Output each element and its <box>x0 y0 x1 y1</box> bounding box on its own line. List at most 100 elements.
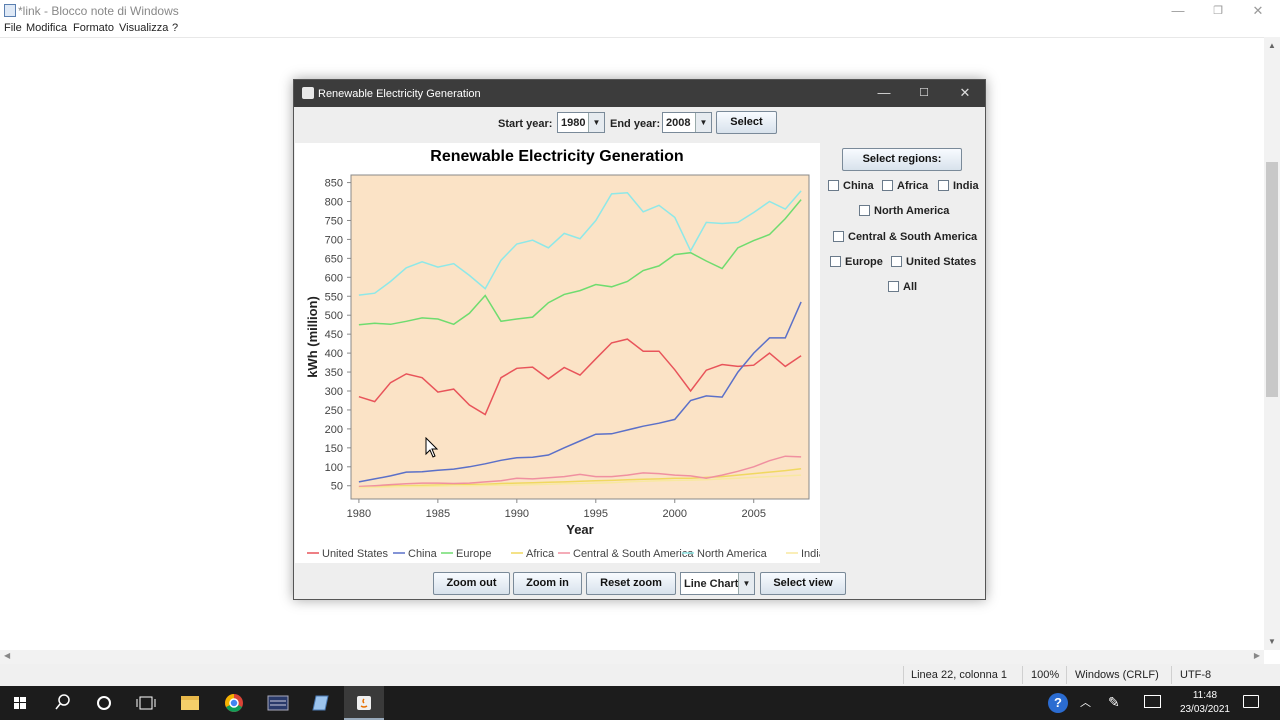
keyboard-icon[interactable] <box>1144 695 1161 708</box>
scroll-up-icon[interactable]: ▲ <box>1268 41 1276 50</box>
x-tick-label: 1985 <box>426 508 450 520</box>
scroll-left-icon[interactable]: ◀ <box>4 651 11 660</box>
file-explorer-icon[interactable] <box>170 686 210 720</box>
zoom-out-button[interactable]: Zoom out <box>433 572 510 595</box>
checkbox-label: Europe <box>845 256 883 268</box>
vertical-scrollbar[interactable]: ▲ ▼ <box>1264 37 1280 650</box>
start-year-value: 1980 <box>561 117 586 129</box>
help-icon[interactable]: ? <box>1048 693 1068 713</box>
select-years-button[interactable]: Select <box>716 111 777 134</box>
horizontal-scrollbar[interactable]: ◀ ▶ <box>0 650 1264 664</box>
series-line-europe <box>358 199 802 326</box>
chart-type-value: Line Chart <box>684 578 739 590</box>
scrollbar-thumb[interactable] <box>1266 162 1278 397</box>
terminal-icon[interactable] <box>258 686 298 720</box>
app-close-icon[interactable]: ✕ <box>959 85 971 100</box>
menu-help[interactable]: ? <box>172 22 179 34</box>
status-line-ending: Windows (CRLF) <box>1075 669 1159 681</box>
x-tick-label: 1980 <box>347 508 371 520</box>
search-icon[interactable] <box>42 686 82 720</box>
select-view-button[interactable]: Select view <box>760 572 846 595</box>
line-chart: Renewable Electricity Generation 50 100 150… <box>305 148 826 560</box>
notepad-icon <box>4 4 16 17</box>
tray-clock[interactable]: 11:48 23/03/2021 <box>1180 689 1230 717</box>
y-tick-label: 750 <box>325 215 343 227</box>
series-line-india <box>358 474 802 489</box>
chrome-icon[interactable] <box>214 686 254 720</box>
x-tick-label: 2005 <box>741 508 765 520</box>
checkbox-box[interactable] <box>938 180 949 191</box>
y-tick-label: 100 <box>325 462 343 474</box>
checkbox-india[interactable]: India <box>938 180 979 192</box>
y-tick-label: 450 <box>325 329 343 341</box>
legend-label: India <box>801 548 820 560</box>
checkbox-box[interactable] <box>859 205 870 216</box>
pen-icon[interactable]: ✎ <box>1108 694 1120 710</box>
chevron-down-icon[interactable]: ▼ <box>588 113 604 132</box>
x-axis-label: Year <box>566 522 593 537</box>
y-tick-label: 650 <box>325 253 343 265</box>
x-tick-label: 1990 <box>505 508 529 520</box>
y-tick-label: 800 <box>325 197 343 209</box>
notepad-status-bar: Linea 22, colonna 1 100% Windows (CRLF) … <box>0 664 1280 686</box>
reset-zoom-button[interactable]: Reset zoom <box>586 572 676 595</box>
checkbox-africa[interactable]: Africa <box>882 180 928 192</box>
scroll-down-icon[interactable]: ▼ <box>1268 637 1276 646</box>
checkbox-box[interactable] <box>891 256 902 267</box>
chevron-down-icon[interactable]: ▼ <box>738 573 754 594</box>
checkbox-all[interactable]: All <box>888 281 917 293</box>
checkbox-box[interactable] <box>833 231 844 242</box>
y-tick-label: 850 <box>325 178 343 190</box>
scroll-right-icon[interactable]: ▶ <box>1253 651 1260 660</box>
app-minimize-icon[interactable]: — <box>877 85 891 100</box>
java-icon <box>302 87 314 99</box>
y-axis-label: kWh (million) <box>305 296 320 378</box>
chart-type-select[interactable]: Line Chart ▼ <box>680 572 755 595</box>
app-maximize-icon[interactable]: ☐ <box>919 87 929 99</box>
renewable-app-window: Renewable Electricity Generation — ☐ ✕ S… <box>293 79 986 600</box>
notepad-title: *link - Blocco note di Windows <box>18 4 179 18</box>
x-tick-label: 1995 <box>584 508 608 520</box>
close-icon[interactable]: ✕ <box>1252 3 1264 18</box>
windows-start-icon[interactable] <box>0 686 40 720</box>
checkbox-united-states[interactable]: United States <box>891 256 976 268</box>
legend-label: Central & South America <box>573 548 694 560</box>
checkbox-china[interactable]: China <box>828 180 874 192</box>
notification-icon[interactable] <box>1243 695 1259 708</box>
legend-label: North America <box>697 548 768 560</box>
series-line-united-states <box>358 338 802 416</box>
status-separator <box>1171 666 1172 684</box>
tray-date: 23/03/2021 <box>1179 704 1230 715</box>
minimize-icon[interactable]: — <box>1171 3 1185 18</box>
checkbox-label: United States <box>906 256 977 268</box>
mouse-cursor-icon <box>425 437 439 458</box>
checkbox-box[interactable] <box>828 180 839 191</box>
plot-area <box>350 174 810 500</box>
task-view-icon[interactable] <box>126 686 166 720</box>
notepad-text-area[interactable] <box>0 37 1264 650</box>
chart-panel: Renewable Electricity Generation 50 100 150… <box>295 143 826 563</box>
status-zoom: 100% <box>1031 669 1060 681</box>
checkbox-box[interactable] <box>882 180 893 191</box>
menu-formato[interactable]: Formato <box>73 22 114 34</box>
menu-modifica[interactable]: Modifica <box>26 22 67 34</box>
chevron-down-icon[interactable]: ▼ <box>695 113 711 132</box>
tray-chevron-icon[interactable]: ︿ <box>1080 697 1091 709</box>
status-separator <box>903 666 904 684</box>
checkbox-box[interactable] <box>888 281 899 292</box>
zoom-in-button[interactable]: Zoom in <box>513 572 582 595</box>
checkbox-box[interactable] <box>830 256 841 267</box>
checkbox-north-america[interactable]: North America <box>859 205 949 217</box>
restore-icon[interactable]: ❐ <box>1213 5 1223 17</box>
menu-visualizza[interactable]: Visualizza <box>119 22 169 34</box>
end-year-select[interactable]: 2008 ▼ <box>662 112 712 133</box>
java-taskbar-icon[interactable] <box>344 686 384 720</box>
checkbox-europe[interactable]: Europe <box>830 256 883 268</box>
cortana-icon[interactable] <box>84 686 124 720</box>
checkbox-central-south-america[interactable]: Central & South America <box>833 231 977 243</box>
select-regions-button[interactable]: Select regions: <box>842 148 962 171</box>
notepad-taskbar-icon[interactable] <box>300 686 340 720</box>
x-tick-label: 2000 <box>663 508 687 520</box>
start-year-select[interactable]: 1980 ▼ <box>557 112 605 133</box>
menu-file[interactable]: File <box>4 22 22 34</box>
